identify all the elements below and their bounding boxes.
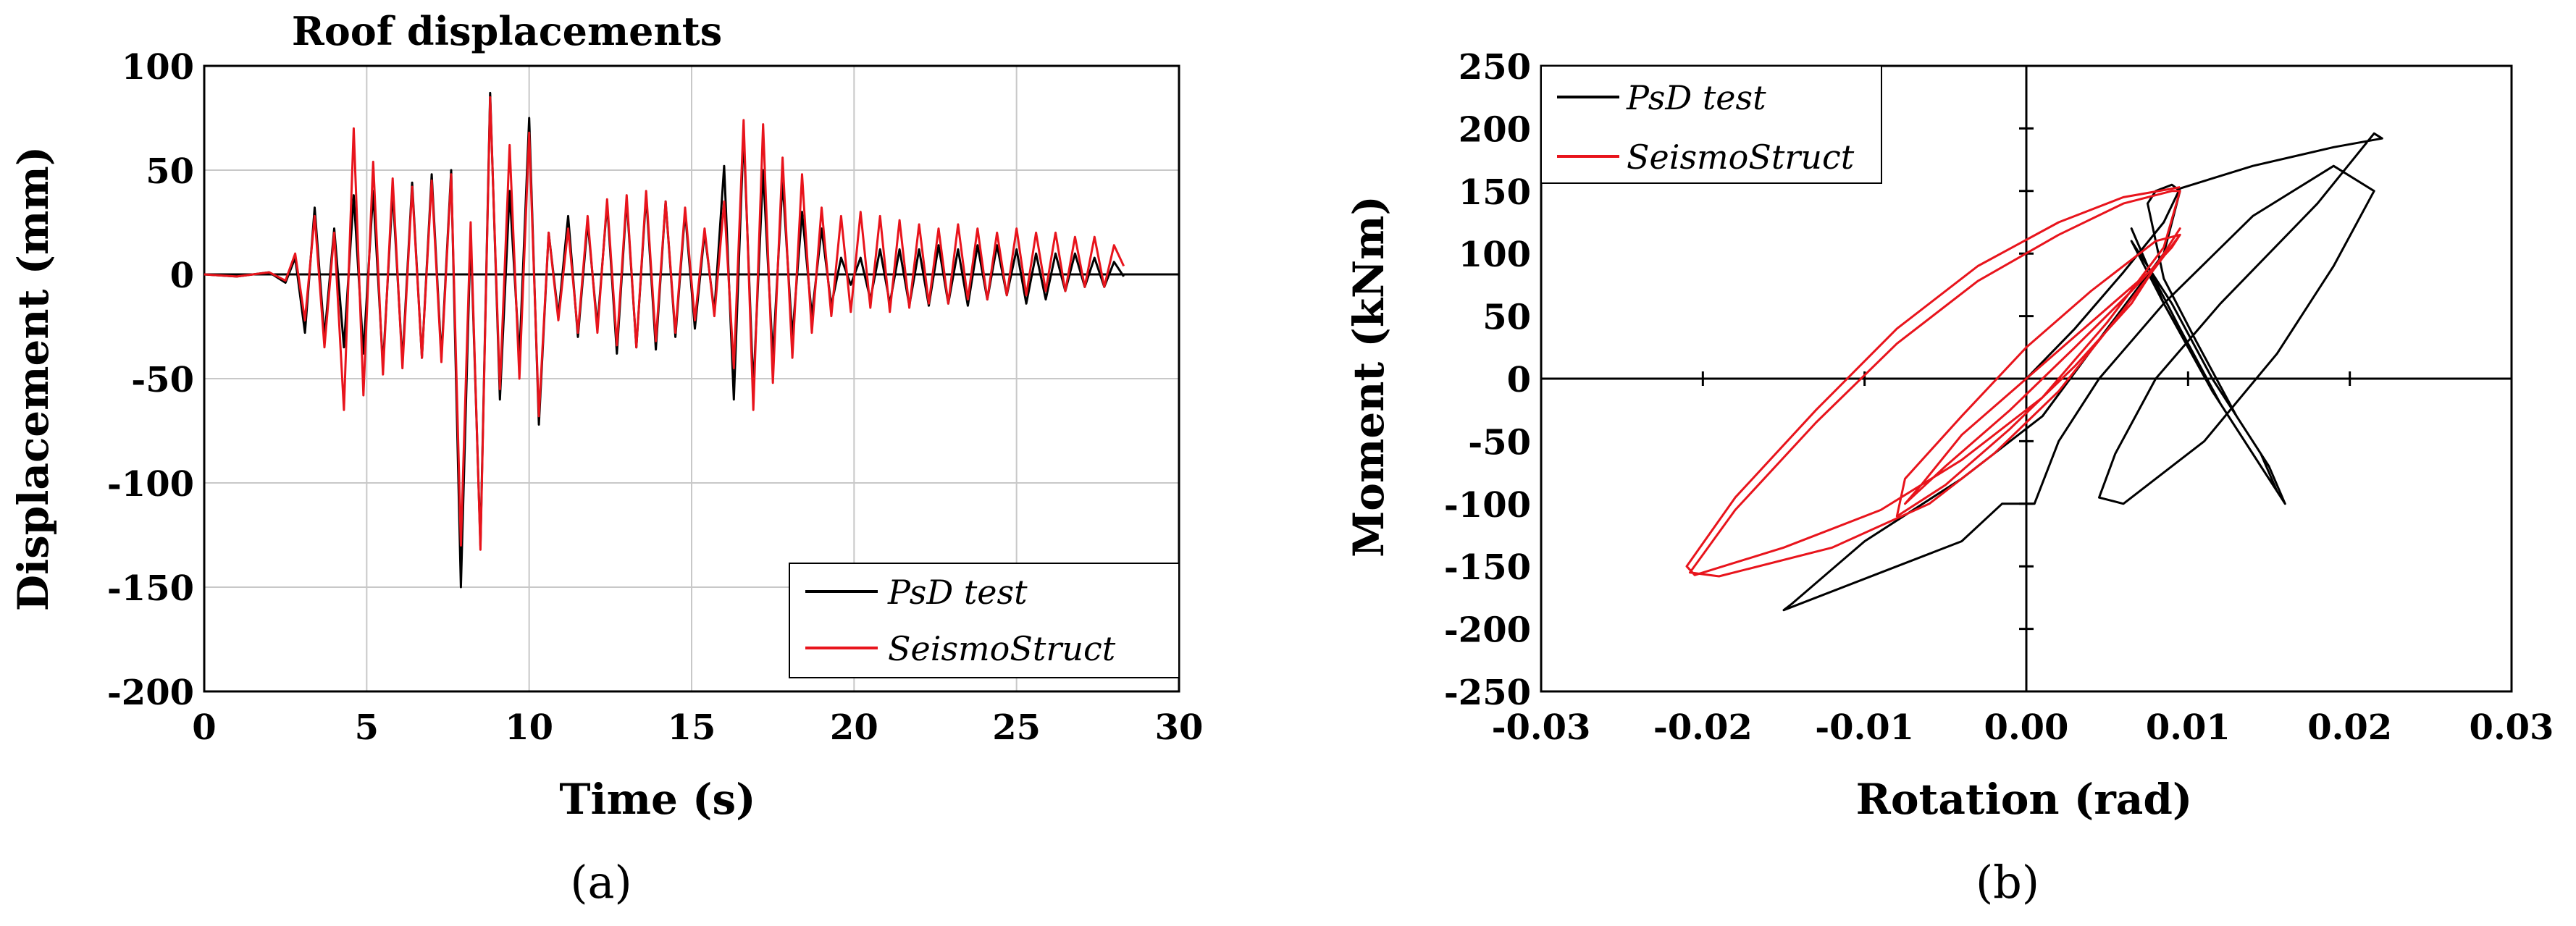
- series-group: [1685, 132, 2383, 612]
- x-tick-label: 0.02: [2307, 707, 2392, 748]
- legend-label-psd-test: PsD test: [887, 573, 1028, 612]
- y-tick-label: -150: [107, 568, 194, 609]
- y-tick-label: -100: [1444, 485, 1531, 526]
- y-tick-label: 100: [1459, 235, 1531, 275]
- y-tick-label: 0: [1507, 360, 1531, 400]
- panel-label-b: (b): [1976, 856, 2039, 909]
- x-axis-label: Rotation (rad): [1856, 775, 2193, 824]
- chart-title: Roof displacements: [292, 8, 722, 54]
- series-line-psd-test: [204, 91, 1125, 589]
- legend: PsD test SeismoStruct: [1540, 65, 1882, 184]
- tick-labels: 250 200 150 100 50 0 -50 -100 -150 -200 -250-0.03 -…: [1444, 47, 2554, 748]
- x-tick-label: 5: [355, 707, 379, 748]
- panel-label-a: (a): [570, 856, 632, 909]
- legend-label-seismostruct: SeismoStruct: [888, 629, 1116, 668]
- legend-label-seismostruct: SeismoStruct: [1627, 138, 1855, 177]
- y-tick-label: -50: [1468, 422, 1531, 463]
- x-tick-label: 25: [992, 707, 1041, 748]
- y-axis-label: Displacement (mm): [9, 146, 58, 611]
- y-tick-label: 250: [1459, 47, 1531, 88]
- x-axis-label: Time (s): [559, 775, 755, 824]
- legend-box: [789, 563, 1180, 678]
- x-tick-label: 0.00: [1984, 707, 2069, 748]
- series-line-psd-test: [1782, 132, 2383, 612]
- legend: PsD test SeismoStruct: [789, 563, 1180, 678]
- x-tick-label: 30: [1155, 707, 1204, 748]
- x-tick-label: 10: [505, 707, 553, 748]
- series-group: [204, 91, 1125, 589]
- series-line-seismostruct: [204, 96, 1125, 551]
- x-tick-label: -0.01: [1815, 707, 1914, 748]
- y-tick-label: 200: [1459, 109, 1531, 150]
- plot-area-frame: [203, 64, 1180, 693]
- y-tick-label: -250: [1444, 673, 1531, 713]
- panel-b-moment-rotation: 250 200 150 100 50 0 -50 -100 -150 -200 -250-0.03 -…: [1344, 47, 2554, 909]
- y-tick-label: -150: [1444, 547, 1531, 588]
- y-tick-label: 50: [1482, 298, 1531, 338]
- y-axis-label: Moment (kNm): [1344, 195, 1393, 557]
- y-tick-label: -100: [107, 464, 194, 505]
- x-tick-label: 0: [192, 707, 216, 748]
- legend-box: [1540, 65, 1882, 184]
- x-tick-label: -0.02: [1653, 707, 1753, 748]
- y-tick-label: 150: [1459, 172, 1531, 213]
- y-tick-label: -200: [107, 673, 194, 713]
- y-tick-label: 50: [146, 151, 194, 192]
- x-tick-label: 0.03: [2470, 707, 2554, 748]
- x-tick-label: 15: [668, 707, 716, 748]
- y-tick-label: -50: [131, 360, 194, 400]
- series-line-seismostruct: [1685, 186, 2181, 578]
- x-tick-label: 0.01: [2146, 707, 2231, 748]
- legend-label-psd-test: PsD test: [1626, 78, 1766, 117]
- x-tick-label: -0.03: [1492, 707, 1591, 748]
- y-tick-label: -200: [1444, 610, 1531, 651]
- y-tick-label: 0: [170, 256, 194, 296]
- y-tick-label: 100: [122, 47, 194, 88]
- panel-a-roof-displacements: Roof displacements 100500-50-100-150-200…: [9, 8, 1203, 909]
- x-tick-label: 20: [830, 707, 878, 748]
